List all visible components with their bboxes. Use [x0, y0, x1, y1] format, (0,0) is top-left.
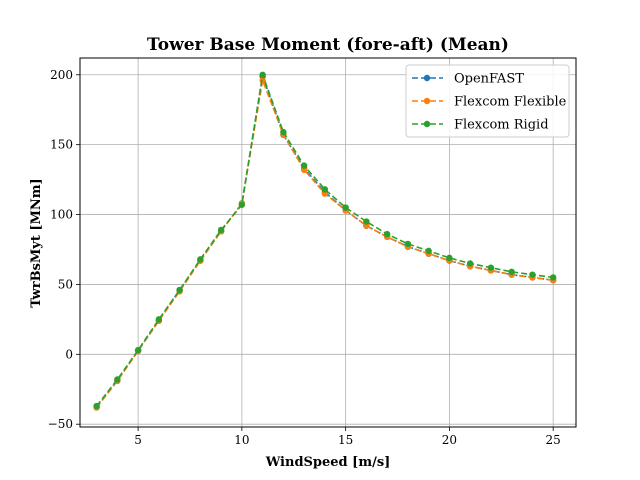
data-point-series-2 [446, 254, 453, 262]
data-point-series-2 [529, 271, 536, 278]
y-tick-label: 150 [50, 138, 73, 152]
legend-label-2: Flexcom Rigid [454, 118, 549, 133]
y-axis-label: TwrBsMyt [MNm] [29, 178, 44, 307]
x-tick-label: 25 [546, 433, 561, 447]
legend-label-1: Flexcom Flexible [454, 95, 567, 110]
chart-title: Tower Base Moment (fore-aft) (Mean) [147, 35, 509, 55]
series-line-2 [95, 71, 554, 407]
series-group [93, 71, 557, 411]
data-point-series-2 [300, 162, 308, 169]
x-tick-label: 15 [338, 433, 353, 447]
plot-frame [79, 57, 577, 428]
data-point-series-2 [363, 218, 370, 225]
data-point-series-2 [259, 71, 266, 78]
axis-ticks: 5 10 15 20 25 −50 0 50 100 150 200 [48, 68, 561, 447]
y-tick-label: 100 [50, 208, 73, 222]
x-tick-label: 20 [442, 433, 457, 447]
legend: OpenFAST Flexcom Flexible Flexcom Rigid [405, 64, 570, 138]
y-tick-label: 50 [58, 277, 73, 291]
data-point-series-2 [549, 274, 557, 281]
data-point-series-2 [342, 204, 349, 211]
data-point-series-2 [466, 260, 474, 267]
data-point-series-2 [176, 286, 183, 294]
x-tick-label: 5 [134, 433, 142, 447]
data-point-series-2 [238, 201, 246, 208]
y-tick-label: −50 [48, 417, 73, 431]
legend-marker-0 [423, 74, 431, 82]
data-point-series-2 [197, 256, 204, 263]
data-point-series-2 [155, 316, 163, 323]
data-point-series-2 [383, 230, 391, 238]
legend-marker-1 [423, 97, 431, 105]
legend-box [405, 64, 570, 138]
data-point-series-2 [508, 268, 515, 276]
data-point-series-2 [114, 376, 121, 383]
legend-label-0: OpenFAST [454, 72, 524, 87]
x-axis-label: WindSpeed [m/s] [265, 455, 391, 470]
data-point-series-2 [487, 264, 495, 271]
data-point-series-2 [217, 226, 225, 234]
y-tick-label: 0 [65, 347, 73, 361]
data-point-series-2 [321, 186, 329, 193]
data-point-series-2 [134, 346, 142, 354]
data-point-series-2 [93, 402, 100, 410]
x-tick-label: 10 [234, 433, 249, 447]
data-point-series-2 [425, 247, 432, 255]
legend-marker-2 [423, 120, 431, 128]
data-point-series-2 [404, 240, 412, 248]
grid [80, 58, 576, 427]
y-tick-label: 200 [50, 68, 73, 82]
data-point-series-2 [280, 128, 287, 136]
